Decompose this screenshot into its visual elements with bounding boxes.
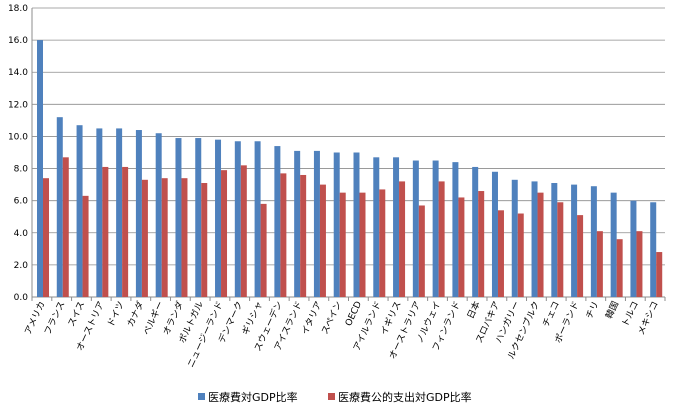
bar-total-2 xyxy=(56,117,63,297)
bar-total-10 xyxy=(215,139,222,297)
bar-public-28 xyxy=(577,215,584,297)
bar-total-22 xyxy=(452,162,459,297)
bar-public-21 xyxy=(438,181,445,297)
y-tick-label: 18.0 xyxy=(8,4,28,14)
bar-public-13 xyxy=(280,173,287,297)
legend-swatch xyxy=(328,393,335,400)
bar-total-21 xyxy=(432,160,439,297)
bar-total-32 xyxy=(650,202,657,297)
y-tick-label: 16.0 xyxy=(8,36,28,46)
category-label: OECD xyxy=(344,300,364,328)
bar-total-28 xyxy=(571,184,578,297)
bar-public-18 xyxy=(379,189,386,297)
bar-public-11 xyxy=(240,165,247,297)
category-label: 日本 xyxy=(464,299,482,320)
y-tick-label: 2.0 xyxy=(14,261,29,271)
bar-total-27 xyxy=(551,183,558,297)
bar-public-15 xyxy=(319,184,326,297)
bar-total-12 xyxy=(254,141,261,297)
bar-public-19 xyxy=(399,181,406,297)
bar-public-5 xyxy=(122,166,129,297)
bar-total-7 xyxy=(155,133,162,297)
legend-label: 医療費対GDP比率 xyxy=(208,390,298,404)
bar-public-2 xyxy=(62,157,69,297)
bar-public-1 xyxy=(43,178,49,297)
category-label: 韓国 xyxy=(604,300,622,321)
bar-public-26 xyxy=(537,192,544,297)
bar-total-18 xyxy=(373,157,380,297)
bar-public-32 xyxy=(656,252,663,297)
category-label: チェコ xyxy=(541,300,562,329)
bar-public-27 xyxy=(557,202,564,297)
category-label: スイス xyxy=(67,300,87,328)
bar-total-3 xyxy=(76,125,83,297)
category-label: チリ xyxy=(584,300,602,321)
category-label: ドイツ xyxy=(106,300,126,329)
bar-total-17 xyxy=(353,152,360,297)
bar-total-6 xyxy=(135,130,142,297)
bar-total-24 xyxy=(491,171,498,297)
bars xyxy=(37,40,663,297)
axes: 0.0 2.0 4.0 6.0 8.0 10.0 12.0 14.0 16.0 18.0 xyxy=(8,4,666,303)
bar-public-10 xyxy=(221,170,228,297)
bar-public-23 xyxy=(478,191,485,297)
bar-public-12 xyxy=(260,203,267,297)
bar-total-25 xyxy=(511,179,518,297)
y-tick-label: 0.0 xyxy=(14,293,29,303)
bar-public-7 xyxy=(161,178,168,297)
bar-public-8 xyxy=(181,178,188,297)
bar-total-30 xyxy=(610,192,617,297)
bar-total-23 xyxy=(472,166,479,297)
bar-public-6 xyxy=(141,179,148,297)
bar-total-31 xyxy=(630,200,637,297)
legend-swatch xyxy=(198,393,205,400)
bar-public-14 xyxy=(300,174,307,297)
bar-total-19 xyxy=(393,157,400,297)
bar-total-5 xyxy=(116,128,123,297)
y-tick-label: 6.0 xyxy=(14,197,29,207)
bar-public-16 xyxy=(339,192,346,297)
bar-total-9 xyxy=(195,138,202,297)
legend: 医療費対GDP比率 医療費公的支出対GDP比率 xyxy=(198,390,472,404)
y-tick-label: 12.0 xyxy=(8,100,28,110)
bar-total-1 xyxy=(37,40,43,297)
bar-public-4 xyxy=(102,166,109,297)
y-tick-label: 14.0 xyxy=(8,68,28,78)
bar-public-30 xyxy=(616,239,623,297)
bar-public-3 xyxy=(82,195,89,297)
bar-public-24 xyxy=(497,210,504,297)
y-tick-label: 8.0 xyxy=(14,165,29,175)
bar-total-29 xyxy=(590,186,597,297)
bar-public-22 xyxy=(458,197,465,297)
bar-total-8 xyxy=(175,138,182,297)
bar-total-26 xyxy=(531,181,538,297)
bar-total-15 xyxy=(313,150,320,297)
category-label: カナダ xyxy=(124,299,146,329)
y-tick-label: 10.0 xyxy=(8,132,28,142)
bar-public-31 xyxy=(636,231,643,297)
bar-public-20 xyxy=(418,205,425,297)
legend-label: 医療費公的支出対GDP比率 xyxy=(338,390,472,404)
bar-total-4 xyxy=(96,128,103,297)
bar-public-17 xyxy=(359,192,366,297)
bar-public-29 xyxy=(596,231,603,297)
category-label: トルコ xyxy=(621,300,641,329)
bar-total-13 xyxy=(274,146,281,297)
bar-total-14 xyxy=(294,150,301,297)
y-tick-label: 4.0 xyxy=(14,229,29,239)
bar-total-16 xyxy=(333,152,340,297)
bar-total-11 xyxy=(234,141,241,297)
bar-total-20 xyxy=(412,160,419,297)
bar-public-25 xyxy=(517,213,524,297)
bar-public-9 xyxy=(201,183,208,297)
